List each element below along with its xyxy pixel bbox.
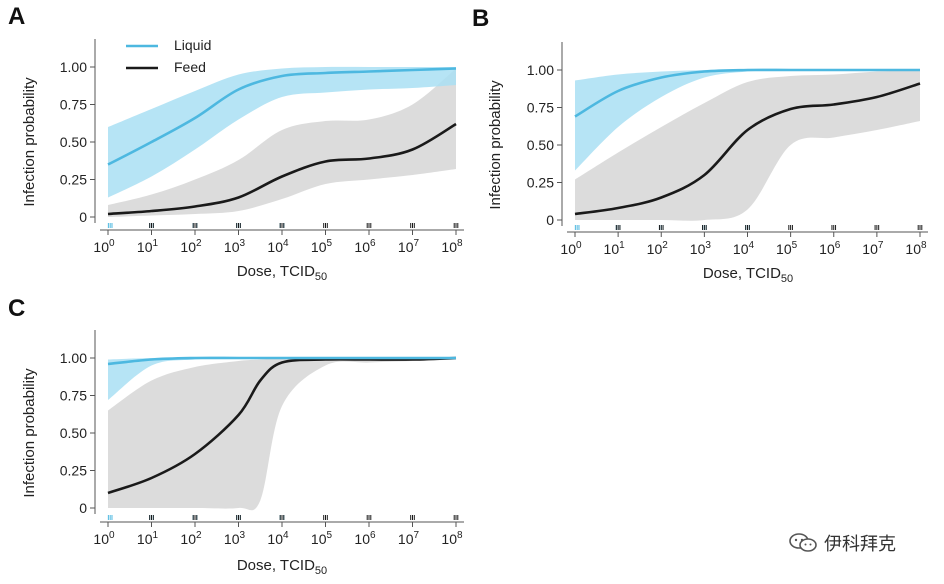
- x-tick-label: 108: [441, 530, 463, 547]
- x-tick-label: 107: [398, 530, 420, 547]
- x-tick-label: 106: [819, 240, 841, 257]
- x-tick-label: 104: [267, 238, 289, 255]
- x-tick-label: 106: [354, 530, 376, 547]
- x-tick-label: 104: [267, 530, 289, 547]
- panel-letter: C: [8, 295, 25, 322]
- y-tick-label: 0.50: [527, 137, 554, 153]
- x-tick-label: 107: [398, 238, 420, 255]
- feed-confidence-band: [575, 70, 920, 221]
- feed-series-line: [107, 356, 457, 495]
- x-tick-label: 105: [311, 530, 333, 547]
- x-axis-title: Dose, TCID50: [237, 263, 327, 283]
- y-tick-label: 0.50: [60, 134, 87, 150]
- x-tick-label: 104: [733, 240, 755, 257]
- y-tick-label: 0.75: [527, 100, 554, 116]
- y-tick-label: 0: [546, 212, 554, 228]
- liquid-confidence-band: [108, 66, 456, 198]
- x-tick-label: 106: [354, 238, 376, 255]
- liquid-confidence-band: [108, 357, 456, 400]
- x-tick-label: 107: [862, 240, 884, 257]
- x-tick-label: 103: [224, 238, 246, 255]
- y-tick-label: 0.75: [60, 388, 87, 404]
- x-tick-label: 101: [137, 530, 159, 547]
- panel-b: B 0 0.25 0.50 0.75 1.00 Infection probability 1…: [472, 5, 928, 285]
- liquid-series-line: [107, 356, 456, 366]
- panel-c: C 0 0.25 0.50 0.75 1.00 Infection probability 1…: [8, 295, 464, 577]
- panel-a: A 0 0.25 0.50 0.75 1.00 Infection probability 1…: [8, 3, 464, 283]
- y-tick-label: 1.00: [60, 59, 87, 75]
- x-tick-label: 108: [905, 240, 927, 257]
- x-tick-label: 100: [93, 238, 115, 255]
- y-axis-title: Infection probability: [487, 80, 504, 210]
- feed-series-line: [107, 122, 457, 216]
- x-tick-label: 103: [224, 530, 246, 547]
- feed-series-line: [574, 82, 921, 216]
- x-tick-label: 101: [137, 238, 159, 255]
- x-tick-label: 102: [180, 530, 202, 547]
- legend-label: Liquid: [174, 37, 211, 53]
- panel-letter: A: [8, 3, 25, 30]
- x-tick-label: 100: [560, 240, 582, 257]
- y-tick-label: 0.50: [60, 425, 87, 441]
- x-tick-label: 108: [441, 238, 463, 255]
- x-tick-label: 103: [690, 240, 712, 257]
- y-tick-label: 1.00: [60, 350, 87, 366]
- y-axis-title: Infection probability: [21, 368, 38, 498]
- feed-confidence-band: [108, 68, 456, 217]
- y-tick-label: 0: [79, 209, 87, 225]
- y-tick-label: 1.00: [527, 62, 554, 78]
- watermark: 伊科拜克: [788, 530, 896, 556]
- feed-confidence-band: [108, 357, 456, 511]
- y-axis-title: Infection probability: [21, 77, 38, 207]
- x-tick-label: 101: [604, 240, 626, 257]
- watermark-text: 伊科拜克: [824, 534, 896, 555]
- y-tick-label: 0.75: [60, 97, 87, 113]
- y-tick-label: 0.25: [527, 175, 554, 191]
- x-tick-label: 100: [93, 530, 115, 547]
- liquid-series-line: [574, 68, 920, 118]
- wechat-icon: [789, 533, 817, 552]
- y-tick-label: 0.25: [60, 172, 87, 188]
- x-tick-label: 102: [180, 238, 202, 255]
- x-axis-title: Dose, TCID50: [237, 557, 327, 577]
- y-tick-label: 0.25: [60, 463, 87, 479]
- panel-letter: B: [472, 5, 489, 32]
- legend-label: Feed: [174, 59, 206, 75]
- x-tick-label: 102: [647, 240, 669, 257]
- liquid-series-line: [107, 67, 457, 166]
- x-axis-title: Dose, TCID50: [703, 265, 793, 285]
- x-tick-label: 105: [776, 240, 798, 257]
- y-tick-label: 0: [79, 500, 87, 516]
- x-tick-label: 105: [311, 238, 333, 255]
- liquid-confidence-band: [575, 69, 920, 171]
